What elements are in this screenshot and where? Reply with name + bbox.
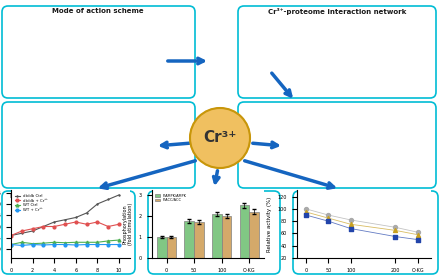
WT + Cr³⁺ — [8, 243, 14, 246]
WT + Cr³⁺ — [62, 243, 68, 246]
Text: Mode of action scheme: Mode of action scheme — [52, 8, 144, 14]
Point — [414, 230, 422, 234]
db/db + Cr³⁺ — [106, 225, 111, 228]
WT Ctrl — [8, 243, 14, 246]
Line: db/db Ctrl: db/db Ctrl — [10, 193, 121, 237]
Line: WT Ctrl: WT Ctrl — [10, 239, 121, 246]
FancyBboxPatch shape — [238, 6, 436, 98]
Text: AMPK activation: AMPK activation — [181, 193, 246, 199]
FancyBboxPatch shape — [293, 191, 438, 274]
WT + Cr³⁺ — [41, 243, 46, 247]
WT + Cr³⁺ — [84, 243, 89, 246]
Text: Cr³⁺-proteome interaction network: Cr³⁺-proteome interaction network — [268, 8, 406, 15]
Point — [347, 226, 354, 231]
Legend: P-AMPK/AMPK, P-ACC/ACC: P-AMPK/AMPK, P-ACC/ACC — [154, 192, 188, 204]
Legend: db/db Ctrl, db/db + Cr³⁺, WT Ctrl, WT + Cr³⁺: db/db Ctrl, db/db + Cr³⁺, WT Ctrl, WT + … — [13, 192, 50, 214]
Bar — [184, 221, 194, 258]
db/db + Cr³⁺ — [84, 222, 89, 226]
Text: Inhibition of ATP synthase: Inhibition of ATP synthase — [313, 193, 418, 199]
db/db + Cr³⁺ — [30, 227, 35, 230]
Bar — [222, 216, 231, 258]
db/db + Cr³⁺ — [51, 225, 57, 228]
Bar — [240, 205, 249, 258]
db/db Ctrl — [51, 220, 57, 224]
WT Ctrl — [19, 241, 25, 244]
WT + Cr³⁺ — [51, 243, 57, 246]
WT Ctrl — [106, 239, 111, 243]
FancyBboxPatch shape — [2, 102, 195, 188]
Point — [392, 225, 399, 230]
db/db + Cr³⁺ — [95, 220, 100, 224]
Point — [302, 213, 309, 217]
WT Ctrl — [62, 241, 68, 244]
Line: WT + Cr³⁺: WT + Cr³⁺ — [10, 243, 121, 247]
Point — [414, 232, 422, 237]
db/db + Cr³⁺ — [19, 229, 25, 233]
WT + Cr³⁺ — [30, 243, 35, 246]
Line: db/db + Cr³⁺: db/db + Cr³⁺ — [10, 221, 121, 237]
Point — [414, 237, 422, 242]
Point — [347, 218, 354, 222]
Bar — [157, 237, 167, 258]
FancyBboxPatch shape — [2, 6, 195, 98]
db/db + Cr³⁺ — [116, 222, 121, 226]
Y-axis label: Relative activity (%): Relative activity (%) — [268, 197, 272, 252]
Circle shape — [190, 108, 250, 168]
Point — [302, 207, 309, 211]
Point — [325, 213, 332, 217]
db/db + Cr³⁺ — [73, 220, 78, 224]
db/db Ctrl — [41, 225, 46, 228]
WT + Cr³⁺ — [73, 243, 78, 247]
db/db + Cr³⁺ — [62, 222, 68, 226]
db/db Ctrl — [106, 198, 111, 201]
Y-axis label: Phosphorylation
(fold stimulation): Phosphorylation (fold stimulation) — [123, 203, 133, 245]
db/db Ctrl — [19, 232, 25, 235]
Point — [392, 234, 399, 239]
Point — [392, 228, 399, 233]
FancyBboxPatch shape — [2, 191, 135, 274]
WT Ctrl — [51, 241, 57, 244]
WT + Cr³⁺ — [19, 244, 25, 247]
Bar — [249, 212, 259, 258]
db/db Ctrl — [73, 216, 78, 219]
db/db Ctrl — [84, 211, 89, 215]
Text: Cr³⁺: Cr³⁺ — [203, 131, 237, 145]
WT Ctrl — [116, 238, 121, 242]
db/db Ctrl — [95, 202, 100, 206]
db/db Ctrl — [30, 229, 35, 233]
WT + Cr³⁺ — [106, 243, 111, 246]
db/db Ctrl — [116, 193, 121, 197]
Bar — [212, 214, 222, 258]
WT Ctrl — [30, 242, 35, 245]
WT Ctrl — [95, 241, 100, 244]
Point — [302, 210, 309, 214]
WT Ctrl — [41, 242, 46, 245]
WT + Cr³⁺ — [116, 243, 121, 246]
FancyBboxPatch shape — [238, 102, 436, 188]
db/db + Cr³⁺ — [41, 225, 46, 228]
WT Ctrl — [73, 241, 78, 244]
WT + Cr³⁺ — [95, 243, 100, 246]
Text: Hyperglycaemia amelioration: Hyperglycaemia amelioration — [10, 193, 126, 199]
db/db + Cr³⁺ — [8, 234, 14, 237]
Bar — [167, 237, 176, 258]
Bar — [194, 222, 204, 258]
Point — [325, 219, 332, 223]
FancyBboxPatch shape — [148, 191, 280, 274]
Point — [325, 216, 332, 220]
Point — [347, 222, 354, 226]
WT Ctrl — [84, 241, 89, 244]
db/db Ctrl — [8, 234, 14, 237]
db/db Ctrl — [62, 218, 68, 221]
